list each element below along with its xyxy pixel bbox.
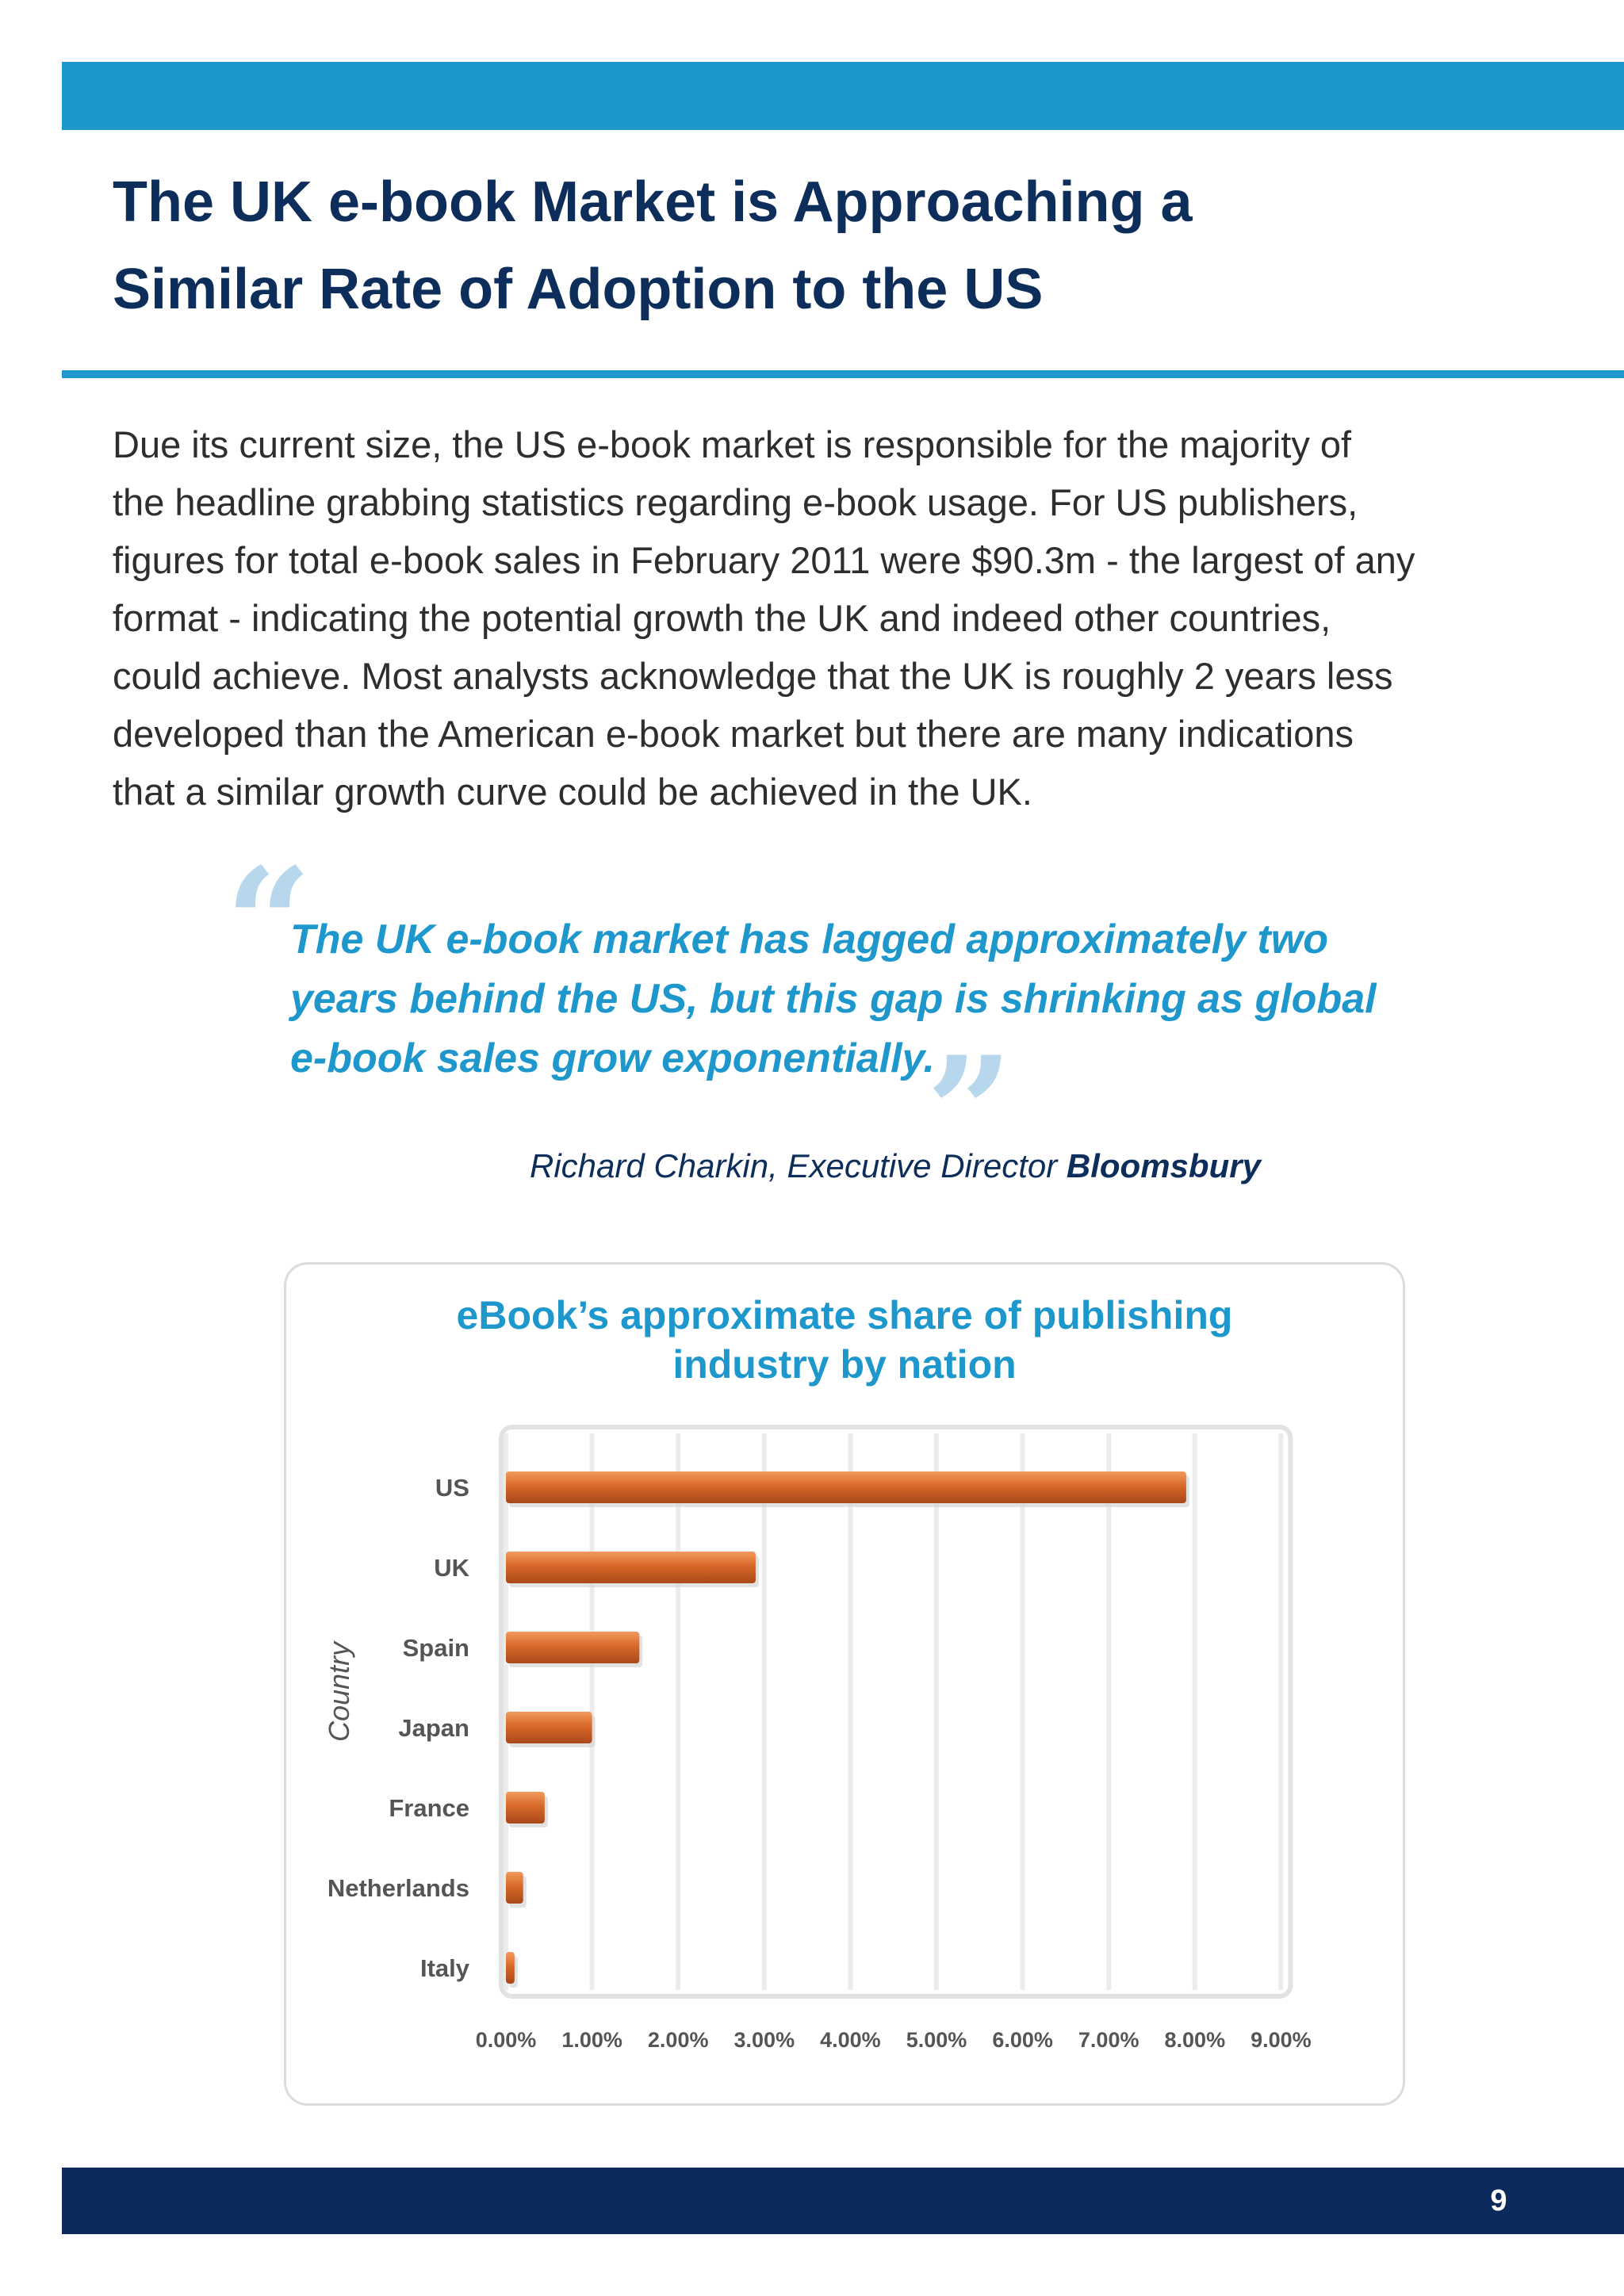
x-tick-label: 9.00% <box>1251 2028 1312 2052</box>
category-label: Japan <box>398 1714 469 1742</box>
page-title: The UK e-book Market is Approaching a Si… <box>113 159 1421 333</box>
bar-italy <box>506 1952 515 1984</box>
body-line: Due its current size, the US e-book mark… <box>113 423 1352 465</box>
body-line: developed than the American e-book marke… <box>113 713 1354 755</box>
bar-japan <box>506 1712 592 1743</box>
body-line: figures for total e-book sales in Februa… <box>113 539 1415 581</box>
gridline <box>1192 1433 1197 1990</box>
category-label: Spain <box>403 1634 469 1662</box>
chart-title: eBook’s approximate share of publishing … <box>284 1291 1405 1389</box>
bar-uk <box>506 1552 756 1583</box>
gridline <box>761 1433 767 1990</box>
quote-attribution: Richard Charkin, Executive Director Bloo… <box>530 1147 1418 1185</box>
x-tick-label: 3.00% <box>734 2028 795 2052</box>
x-tick-label: 6.00% <box>992 2028 1053 2052</box>
quote-line: The UK e-book market has lagged approxim… <box>290 916 1328 962</box>
page-title-line-2: Similar Rate of Adoption to the US <box>113 258 1044 321</box>
chart-title-line-1: eBook’s approximate share of publishing <box>456 1293 1233 1337</box>
chart-title-line-2: industry by nation <box>672 1342 1017 1387</box>
quote-line: years behind the US, but this gap is shr… <box>290 976 1377 1022</box>
gridline <box>934 1433 939 1990</box>
body-line: the headline grabbing statistics regardi… <box>113 481 1358 523</box>
category-label: France <box>389 1794 469 1822</box>
body-line: could achieve. Most analysts acknowledge… <box>113 655 1393 697</box>
body-line: format - indicating the potential growth… <box>113 597 1331 639</box>
x-tick-label: 0.00% <box>476 2028 537 2052</box>
attribution-name: Richard Charkin, Executive Director <box>530 1147 1058 1184</box>
x-tick-label: 7.00% <box>1078 2028 1139 2052</box>
open-quote-mark: “ <box>225 835 312 1012</box>
footer-band <box>62 2168 1624 2234</box>
attribution-org: Bloomsbury <box>1066 1147 1261 1184</box>
gridline <box>676 1433 681 1990</box>
gridline <box>504 1433 508 1990</box>
x-tick-label: 5.00% <box>906 2028 967 2052</box>
bar-france <box>506 1792 545 1823</box>
quote-line: e-book sales grow exponentially. <box>290 1035 935 1081</box>
x-tick-label: 4.00% <box>820 2028 881 2052</box>
bar-us <box>506 1471 1186 1503</box>
top-banner <box>62 62 1624 130</box>
gridline <box>589 1433 595 1990</box>
page-number: 9 <box>1490 2184 1507 2218</box>
gridline <box>848 1433 853 1990</box>
category-label: Netherlands <box>327 1874 469 1902</box>
category-label: UK <box>434 1554 469 1582</box>
gridline <box>1020 1433 1025 1990</box>
category-label: US <box>435 1474 469 1502</box>
body-paragraph: Due its current size, the US e-book mark… <box>113 415 1556 821</box>
gridline <box>1106 1433 1112 1990</box>
x-tick-label: 1.00% <box>561 2028 622 2052</box>
x-tick-label: 8.00% <box>1165 2028 1226 2052</box>
pull-quote: The UK e-book market has lagged approxim… <box>290 910 1400 1089</box>
page-title-line-1: The UK e-book Market is Approaching a <box>113 170 1193 234</box>
title-divider <box>62 370 1624 378</box>
y-axis-title: Country <box>323 1640 355 1742</box>
close-quote-mark: ” <box>926 1024 1013 1200</box>
x-tick-label: 2.00% <box>648 2028 709 2052</box>
category-label: Italy <box>420 1954 470 1982</box>
bar-netherlands <box>506 1872 523 1904</box>
gridline <box>1278 1433 1284 1990</box>
plot-frame <box>499 1425 1293 1999</box>
body-line: that a similar growth curve could be ach… <box>113 771 1032 813</box>
bar-spain <box>506 1632 640 1663</box>
